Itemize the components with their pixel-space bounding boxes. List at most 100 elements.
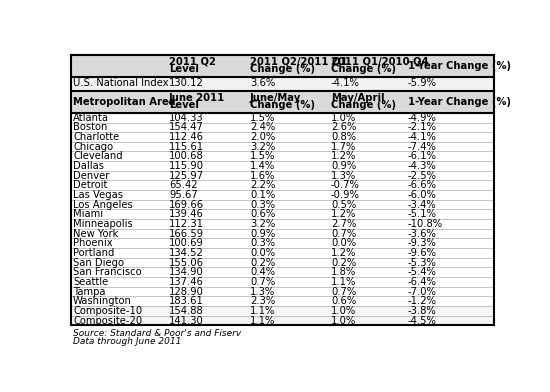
Text: 1.5%: 1.5%	[250, 113, 276, 123]
Text: 115.90: 115.90	[169, 161, 204, 171]
Text: 137.46: 137.46	[169, 277, 204, 287]
Text: 0.9%: 0.9%	[250, 229, 275, 239]
Text: 1.2%: 1.2%	[331, 151, 356, 161]
Text: -10.8%: -10.8%	[408, 219, 443, 229]
Text: 0.8%: 0.8%	[331, 132, 356, 142]
Text: -4.3%: -4.3%	[408, 161, 436, 171]
Text: -3.6%: -3.6%	[408, 229, 437, 239]
Text: Miami: Miami	[73, 209, 103, 219]
Text: 134.52: 134.52	[169, 248, 204, 258]
Text: 100.68: 100.68	[169, 151, 204, 161]
Text: 1-Year Change (%): 1-Year Change (%)	[408, 61, 510, 71]
Text: 112.46: 112.46	[169, 132, 204, 142]
Text: -9.3%: -9.3%	[408, 238, 437, 248]
Text: -5.4%: -5.4%	[408, 267, 437, 277]
Text: Dallas: Dallas	[73, 161, 104, 171]
Text: -6.1%: -6.1%	[408, 151, 437, 161]
Text: 0.4%: 0.4%	[250, 267, 275, 277]
Text: -4.9%: -4.9%	[408, 113, 437, 123]
Text: 2.4%: 2.4%	[250, 122, 275, 132]
Text: -9.6%: -9.6%	[408, 248, 437, 258]
Text: 2.6%: 2.6%	[331, 122, 356, 132]
Text: 0.3%: 0.3%	[250, 200, 275, 210]
Text: 125.97: 125.97	[169, 171, 204, 181]
Text: 0.2%: 0.2%	[250, 258, 275, 268]
Text: Boston: Boston	[73, 122, 107, 132]
Text: 0.1%: 0.1%	[250, 190, 275, 200]
Text: 1.1%: 1.1%	[250, 306, 276, 316]
Text: Source: Standard & Poor's and Fiserv: Source: Standard & Poor's and Fiserv	[73, 329, 241, 338]
Text: 139.46: 139.46	[169, 209, 204, 219]
Text: 2011 Q2/2011 Q1: 2011 Q2/2011 Q1	[250, 57, 348, 67]
Text: -3.4%: -3.4%	[408, 200, 436, 210]
Text: 3.2%: 3.2%	[250, 142, 275, 152]
Text: 0.3%: 0.3%	[250, 238, 275, 248]
Text: -0.7%: -0.7%	[331, 180, 360, 190]
Text: -1.2%: -1.2%	[408, 296, 437, 306]
Text: 0.0%: 0.0%	[250, 248, 275, 258]
Text: Denver: Denver	[73, 171, 109, 181]
Text: Metropolitan Area: Metropolitan Area	[73, 97, 175, 107]
Text: Seattle: Seattle	[73, 277, 108, 287]
Text: -5.1%: -5.1%	[408, 209, 437, 219]
Text: Detroit: Detroit	[73, 180, 107, 190]
Text: 1.0%: 1.0%	[331, 306, 356, 316]
Text: -7.4%: -7.4%	[408, 142, 437, 152]
Text: -6.4%: -6.4%	[408, 277, 437, 287]
Text: 1.3%: 1.3%	[331, 171, 356, 181]
Text: 2.2%: 2.2%	[250, 180, 276, 190]
Text: 2011 Q1/2010 Q4: 2011 Q1/2010 Q4	[331, 57, 428, 67]
Text: Cleveland: Cleveland	[73, 151, 123, 161]
Text: -6.6%: -6.6%	[408, 180, 437, 190]
Text: 130.12: 130.12	[169, 78, 204, 88]
Text: -2.1%: -2.1%	[408, 122, 437, 132]
Bar	[71, 54, 494, 76]
Text: Level: Level	[169, 100, 199, 111]
Text: 1.3%: 1.3%	[250, 287, 275, 296]
Text: 166.59: 166.59	[169, 229, 204, 239]
Text: 2.7%: 2.7%	[331, 219, 356, 229]
Text: 1.2%: 1.2%	[331, 209, 356, 219]
Text: 141.30: 141.30	[169, 316, 204, 325]
Text: Change (%): Change (%)	[331, 64, 396, 74]
Text: 115.61: 115.61	[169, 142, 204, 152]
Text: 65.42: 65.42	[169, 180, 197, 190]
Text: -7.0%: -7.0%	[408, 287, 437, 296]
Text: 1.4%: 1.4%	[250, 161, 275, 171]
Bar	[71, 306, 494, 316]
Text: 0.9%: 0.9%	[331, 161, 356, 171]
Text: 1.0%: 1.0%	[331, 316, 356, 325]
Text: 3.6%: 3.6%	[250, 78, 275, 88]
Text: Charlotte: Charlotte	[73, 132, 119, 142]
Text: New York: New York	[73, 229, 118, 239]
Text: 0.6%: 0.6%	[250, 209, 275, 219]
Text: -3.8%: -3.8%	[408, 306, 436, 316]
Text: Composite-10: Composite-10	[73, 306, 142, 316]
Text: 2.3%: 2.3%	[250, 296, 275, 306]
Text: 2.0%: 2.0%	[250, 132, 275, 142]
Text: San Francisco: San Francisco	[73, 267, 142, 277]
Text: 0.0%: 0.0%	[331, 238, 356, 248]
Text: June 2011: June 2011	[169, 93, 225, 103]
Bar	[71, 316, 494, 325]
Text: 2011 Q2: 2011 Q2	[169, 57, 216, 67]
Text: Portland: Portland	[73, 248, 114, 258]
Text: Chicago: Chicago	[73, 142, 113, 152]
Text: 1.5%: 1.5%	[250, 151, 276, 161]
Text: 1.0%: 1.0%	[331, 113, 356, 123]
Text: 1.7%: 1.7%	[331, 142, 356, 152]
Text: 1.6%: 1.6%	[250, 171, 276, 181]
Text: 0.2%: 0.2%	[331, 258, 356, 268]
Text: June/May: June/May	[250, 93, 301, 103]
Text: 128.90: 128.90	[169, 287, 204, 296]
Text: 100.69: 100.69	[169, 238, 204, 248]
Text: 1.1%: 1.1%	[250, 316, 276, 325]
Text: -4.5%: -4.5%	[408, 316, 437, 325]
Bar	[71, 91, 494, 113]
Text: 3.2%: 3.2%	[250, 219, 275, 229]
Bar	[71, 76, 494, 90]
Text: Change (%): Change (%)	[331, 100, 396, 111]
Text: 155.06: 155.06	[169, 258, 204, 268]
Text: 134.90: 134.90	[169, 267, 204, 277]
Text: -6.0%: -6.0%	[408, 190, 437, 200]
